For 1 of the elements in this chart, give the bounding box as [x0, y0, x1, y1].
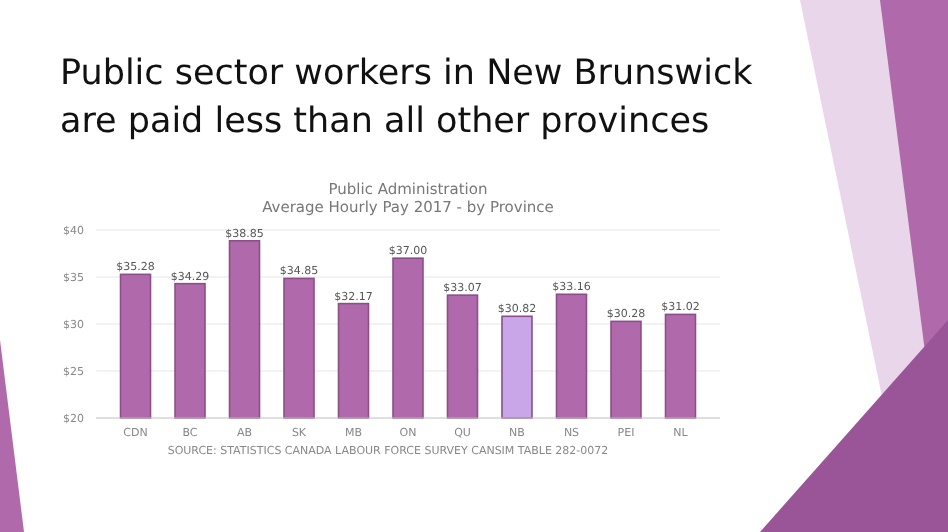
chart-title: Public sector workers in New Brunswick are paid less than all other provinces: [60, 54, 755, 142]
